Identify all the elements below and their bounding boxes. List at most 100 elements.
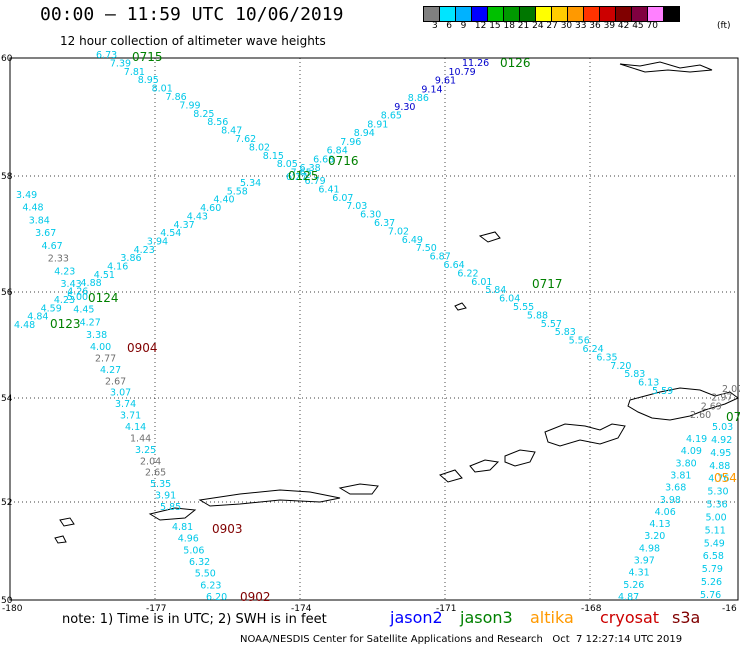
color-scale-tick: 39 [603,21,616,31]
wave-height-label: 7.65 [291,168,312,179]
wave-height-label: 5.56 [569,336,590,347]
wave-height-label: 4.96 [178,534,199,545]
wave-height-label: 2.07 [722,384,740,395]
wave-height-label: 1.44 [130,433,151,444]
color-swatch [487,6,504,22]
legend-jason3: jason3 [460,608,513,627]
pass-label-0123: 0123 [50,317,81,331]
wave-height-label: 3.91 [155,491,176,502]
wave-height-label: 4.48 [22,203,43,214]
wave-height-label: 8.94 [354,128,375,139]
wave-height-label: 3.98 [660,495,681,506]
pass-labels: 0715 0126 0716 0125 0717 0124 0123 0904 … [50,50,740,604]
wave-height-label: 3.84 [29,216,50,227]
coast-top-right [619,61,713,73]
wave-height-label: 4.16 [107,262,128,273]
wave-height-label: 5.83 [555,327,576,338]
color-scale-tick: 9 [460,21,467,31]
pass-label-0126: 0126 [500,56,531,70]
grid [10,58,738,600]
wave-height-label: 3.25 [135,445,156,456]
wave-height-label: 4.88 [81,278,102,289]
wave-height-label: 3.38 [86,330,107,341]
wave-height-label: 2.67 [105,376,126,387]
wave-height-label: 11.26 [462,58,489,69]
color-scale [423,6,680,22]
wave-height-label: 8.95 [138,75,159,86]
island-unimak [544,423,626,447]
wave-height-label: 9.30 [394,102,415,113]
legend-jason2: jason2 [390,608,443,627]
map-frame [9,57,739,601]
island-st-lawrence [478,231,501,243]
wave-height-label: 4.26 [67,287,88,298]
wave-height-label: 7.39 [110,58,131,69]
island-near-islands [148,507,197,521]
wave-height-label: 4.09 [681,446,702,457]
wave-height-label: 4.84 [27,312,48,323]
color-scale-tick: 33 [575,21,587,31]
wave-height-label: 6.73 [96,50,117,61]
wave-height-label: 6.58 [703,551,724,562]
legend-s3a: s3a [672,608,701,627]
wave-height-label: 8.86 [408,93,429,104]
pass-label-0716: 0716 [328,154,359,168]
wave-height-label: 5.00 [67,292,88,303]
wave-height-label: 6.64 [444,260,465,271]
color-swatch [471,6,488,22]
lon-label: -171 [436,604,456,614]
wave-height-label: 4.43 [187,211,208,222]
color-swatch [615,6,632,22]
wave-height-label: 2.04 [140,456,161,467]
island-small-1 [59,517,75,527]
wave-height-label: 6.27 [286,172,307,183]
wave-height-label: 5.49 [704,538,725,549]
wave-height-label: 4.27 [100,365,121,376]
wave-height-label: 3.94 [147,237,168,248]
wave-height-label: 5.03 [712,422,733,433]
wave-height-label: 3.07 [110,388,131,399]
lon-label: -180 [2,604,23,614]
wave-height-label: 4.23 [54,266,75,277]
color-scale-tick: 15 [489,21,501,31]
lat-label: 52 [1,498,12,508]
wave-height-label: 5.59 [652,386,673,397]
wave-height-label: 4.23 [134,245,155,256]
wave-height-label: 4.37 [174,220,195,231]
wave-height-label: 4.95 [710,448,731,459]
wave-height-label: 4.06 [655,507,676,518]
legend-altika: altika [530,608,574,627]
wave-height-label: 3.80 [676,458,697,469]
color-swatch [519,6,536,22]
tracks-layer: 6.737.397.818.958.017.867.998.258.568.47… [14,50,740,603]
lat-labels: 60 58 56 54 52 50 [1,54,13,606]
wave-height-label: 2.77 [95,353,116,364]
wave-height-label: 5.26 [623,580,644,591]
wave-height-label: 5.58 [227,186,248,197]
credit-line: NOAA/NESDIS Center for Satellite Applica… [240,634,683,645]
lon-label: -16 [722,604,737,614]
wave-height-label: 8.47 [221,126,242,137]
wave-height-label: 6.35 [596,352,617,363]
page-title: 00:00 – 11:59 UTC 10/06/2019 [40,4,344,25]
island-alaska-peninsula [627,387,739,421]
wave-height-label: 4.60 [200,203,221,214]
wave-height-label: 9.14 [421,84,442,95]
color-scale-tick: 12 [474,21,487,31]
wave-height-label: 5.88 [527,310,548,321]
color-scale-unit: (ft) [717,21,731,31]
wave-height-label: 6.49 [402,235,423,246]
wave-height-label: 5.83 [624,369,645,380]
wave-height-label: 7.50 [416,243,437,254]
wave-height-label: 6.23 [200,580,221,591]
wave-height-label: 5.26 [701,577,722,588]
pass-label-0715: 0715 [132,50,163,64]
island-chain-west [198,489,341,507]
color-swatch [455,6,472,22]
lon-label: -168 [581,604,602,614]
wave-height-label: 8.15 [263,151,284,162]
wave-height-label: 8.65 [381,111,402,122]
wave-height-label: 5.76 [700,590,721,601]
color-scale-tick: 24 [532,21,544,31]
lon-labels: -180 -177 -174 -171 -168 -16 [2,604,737,614]
